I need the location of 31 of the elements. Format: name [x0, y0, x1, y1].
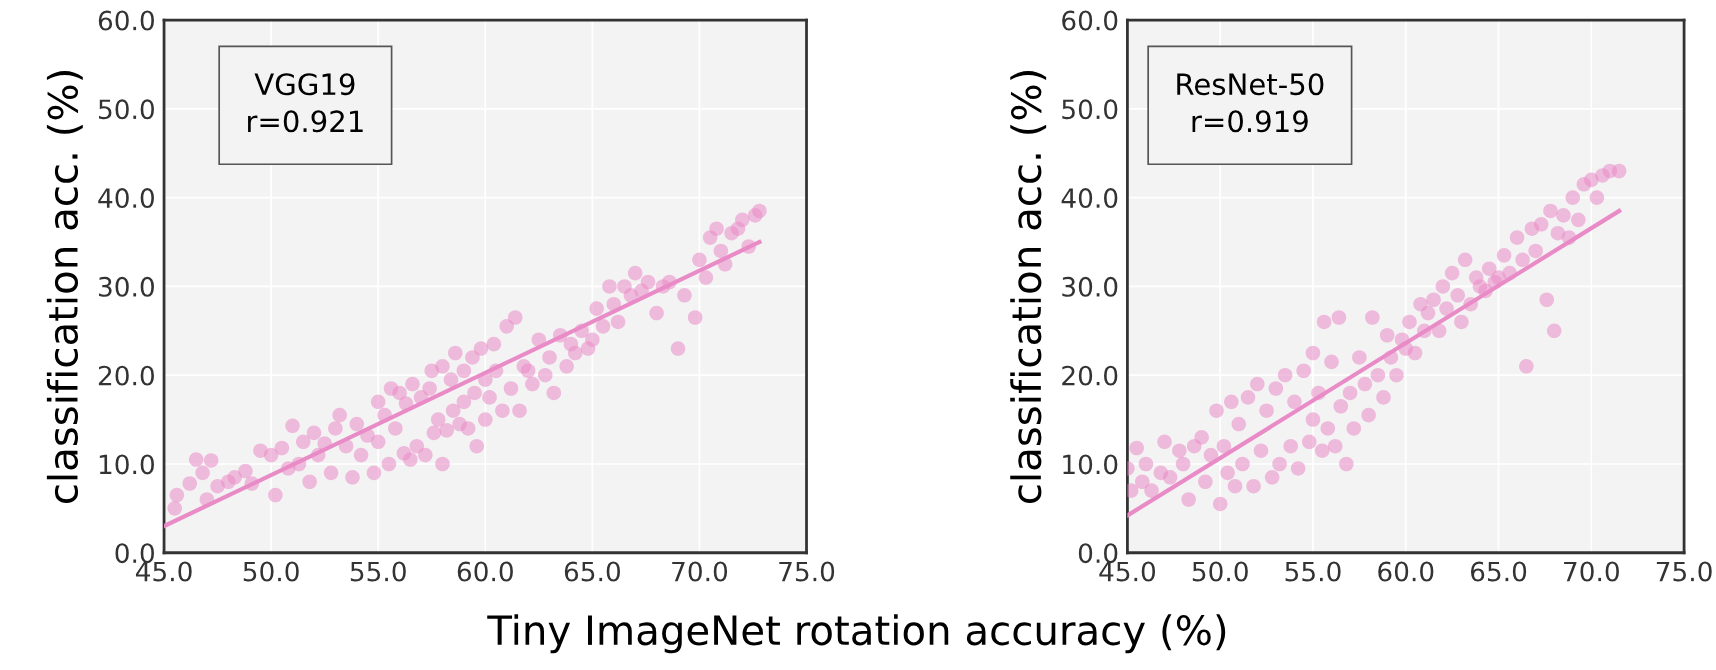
y-tick-label: 10.0	[1063, 454, 1118, 475]
y-tick-label: 50.0	[1062, 99, 1118, 120]
y-tick-label: 20.0	[98, 365, 154, 386]
y-tick-label: 30.0	[98, 276, 154, 297]
x-tick-label: 70.0	[672, 561, 728, 582]
y-tick-label: 50.0	[99, 99, 154, 120]
x-tick-label: 70.0	[1564, 561, 1619, 582]
annotation: ResNet-50	[1177, 73, 1324, 96]
x-tick-label: 60.0	[457, 561, 513, 582]
y-axis-title: classification acc. (%)	[1010, 71, 1047, 503]
annotation: r=0.919	[1192, 110, 1308, 133]
x-tick-label: 55.0	[350, 561, 406, 582]
y-tick-label: 40.0	[1061, 188, 1118, 209]
x-axis-title: Tiny ImageNet rotation accuracy (%)	[487, 614, 1226, 654]
y-axis-title: classification acc. (%)	[46, 71, 83, 503]
x-tick-label: 75.0	[779, 561, 835, 582]
x-tick-label: 75.0	[1656, 561, 1712, 582]
x-tick-label: 60.0	[1378, 561, 1434, 582]
x-tick-label: 65.0	[564, 561, 620, 582]
y-tick-label: 60.0	[1062, 10, 1118, 31]
x-tick-label: 50.0	[1192, 561, 1248, 582]
x-tick-label: 50.0	[243, 561, 299, 582]
y-tick-label: 60.0	[98, 10, 154, 31]
y-tick-label: 20.0	[1062, 365, 1118, 386]
x-tick-label: 65.0	[1470, 561, 1527, 582]
y-tick-label: 10.0	[99, 454, 154, 475]
y-tick-label: 40.0	[98, 188, 154, 209]
x-tick-label: 55.0	[1285, 561, 1341, 582]
y-tick-label: 30.0	[1062, 276, 1118, 297]
annotation: r=0.921	[248, 110, 363, 133]
annotation: VGG19	[254, 73, 355, 96]
